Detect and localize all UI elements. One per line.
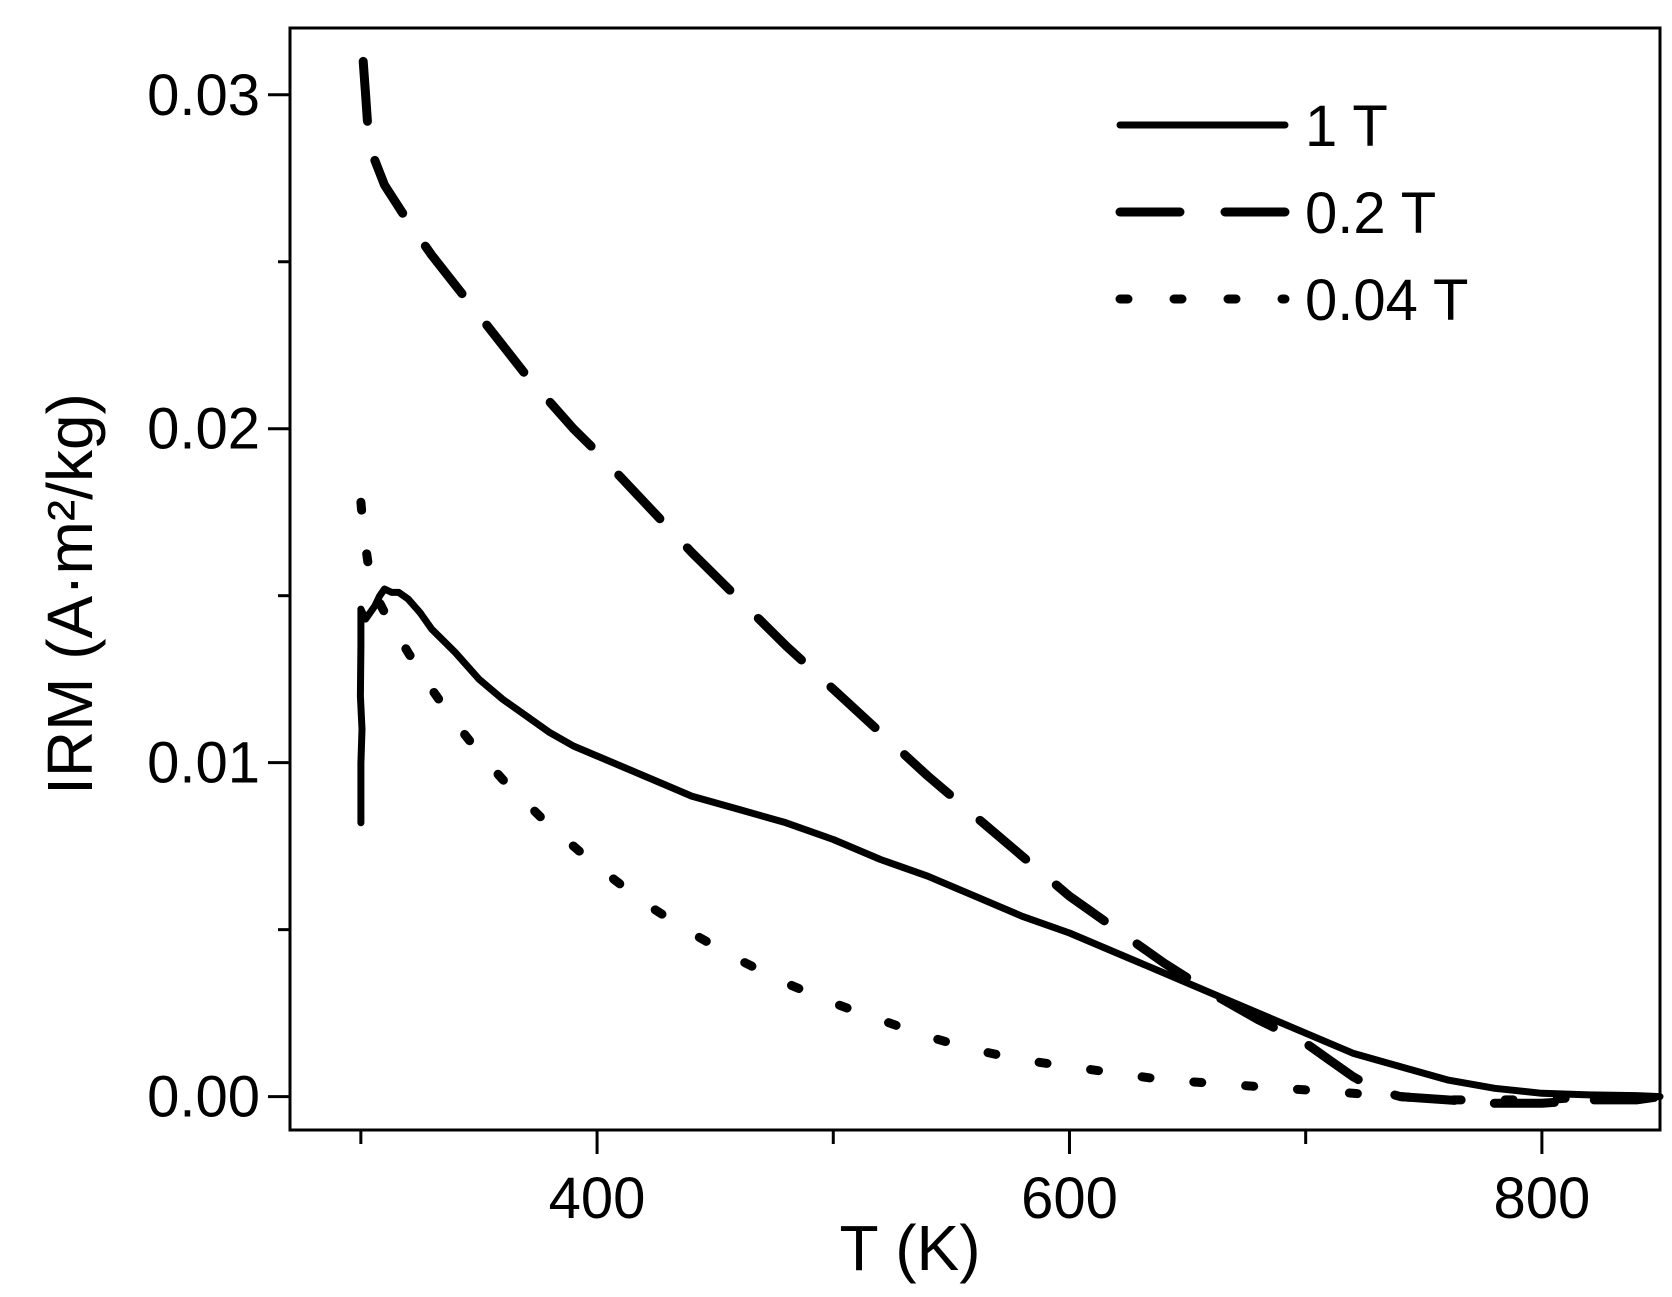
series-line-0-04-t [356, 497, 1641, 1105]
x-tick-label: 400 [549, 1166, 646, 1231]
series-line-1-t [356, 585, 1664, 1101]
x-axis-ticks: 400 600 800 [359, 1130, 1591, 1231]
plot-frame [288, 26, 1662, 1132]
legend-label: 1 T [1305, 94, 1388, 159]
y-axis-ticks: 0.00 0.01 0.02 0.03 [147, 63, 290, 1130]
y-tick-label: 0.01 [147, 731, 260, 796]
y-tick-label: 0.02 [147, 397, 260, 462]
x-tick-label: 800 [1494, 1166, 1591, 1231]
legend-label: 0.04 T [1305, 268, 1468, 333]
x-tick-label: 600 [1021, 1166, 1118, 1231]
y-tick-label: 0.00 [147, 1065, 260, 1130]
y-axis-title: IRM (A·m²/kg) [34, 393, 106, 795]
series-layer [356, 56, 1665, 1108]
series-line-0-2-t [358, 56, 1665, 1108]
x-axis-title: T (K) [839, 1212, 980, 1284]
legend-label: 0.2 T [1305, 181, 1436, 246]
legend: 1 T 0.2 T 0.04 T [1115, 94, 1468, 333]
y-tick-label: 0.03 [147, 63, 260, 128]
